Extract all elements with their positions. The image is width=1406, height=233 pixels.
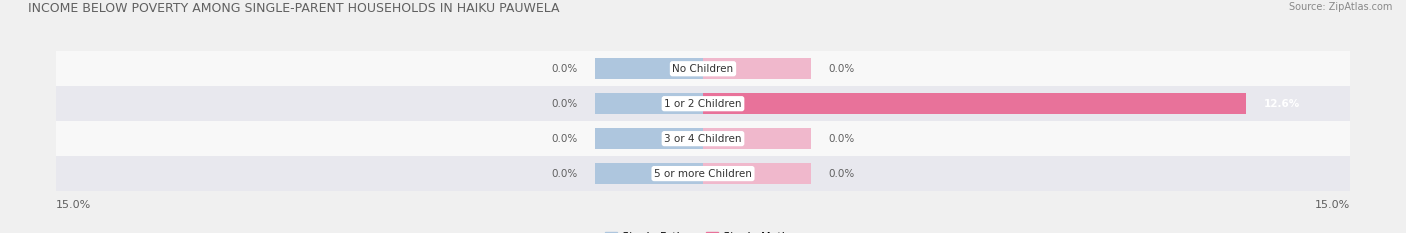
Text: 15.0%: 15.0% [56, 200, 91, 210]
Bar [595, 128, 703, 149]
Bar [595, 163, 703, 184]
Bar [703, 58, 811, 79]
Text: 0.0%: 0.0% [551, 99, 578, 109]
Text: 0.0%: 0.0% [828, 64, 855, 74]
Text: 0.0%: 0.0% [551, 64, 578, 74]
Text: INCOME BELOW POVERTY AMONG SINGLE-PARENT HOUSEHOLDS IN HAIKU PAUWELA: INCOME BELOW POVERTY AMONG SINGLE-PARENT… [28, 2, 560, 15]
Text: 0.0%: 0.0% [828, 169, 855, 178]
Text: Source: ZipAtlas.com: Source: ZipAtlas.com [1288, 2, 1392, 12]
Text: 15.0%: 15.0% [1315, 200, 1350, 210]
Text: 3 or 4 Children: 3 or 4 Children [664, 134, 742, 144]
Bar [56, 156, 1350, 191]
Bar [595, 58, 703, 79]
Legend: Single Father, Single Mother: Single Father, Single Mother [600, 227, 806, 233]
Text: 0.0%: 0.0% [828, 134, 855, 144]
Bar [703, 93, 1246, 114]
Text: 5 or more Children: 5 or more Children [654, 169, 752, 178]
Text: 0.0%: 0.0% [551, 169, 578, 178]
Text: 12.6%: 12.6% [1264, 99, 1299, 109]
Bar [56, 121, 1350, 156]
Text: 1 or 2 Children: 1 or 2 Children [664, 99, 742, 109]
Bar [703, 163, 811, 184]
Text: No Children: No Children [672, 64, 734, 74]
Bar [595, 93, 703, 114]
Bar [56, 51, 1350, 86]
Bar [56, 86, 1350, 121]
Text: 0.0%: 0.0% [551, 134, 578, 144]
Bar [703, 128, 811, 149]
